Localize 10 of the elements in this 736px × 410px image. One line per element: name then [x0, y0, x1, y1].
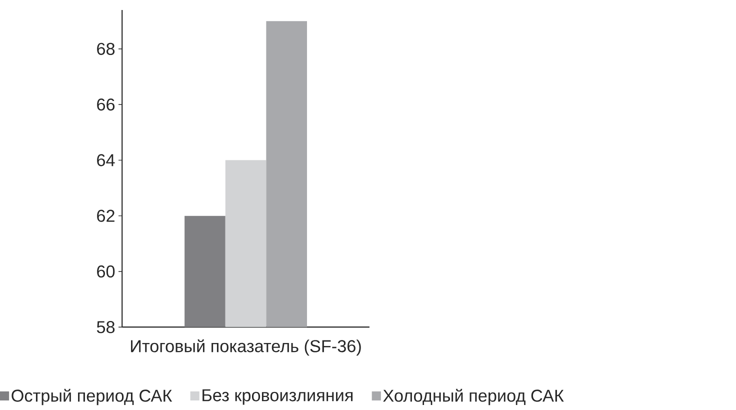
x-tick-label: Итоговый показатель (SF-36) — [131, 340, 361, 356]
y-tick-label: 66 — [97, 98, 115, 111]
y-tick-label: 60 — [97, 266, 115, 278]
legend-label: Холодный период САК — [383, 389, 564, 406]
y-tick-label: 64 — [97, 154, 115, 166]
legend-label: Острый период САК — [12, 389, 172, 406]
y-tick-label: 68 — [97, 43, 115, 56]
legend-label: Без кровоизлияния — [202, 390, 353, 405]
y-tick-label: 62 — [97, 210, 114, 222]
y-tick-label: 58 — [96, 321, 115, 334]
